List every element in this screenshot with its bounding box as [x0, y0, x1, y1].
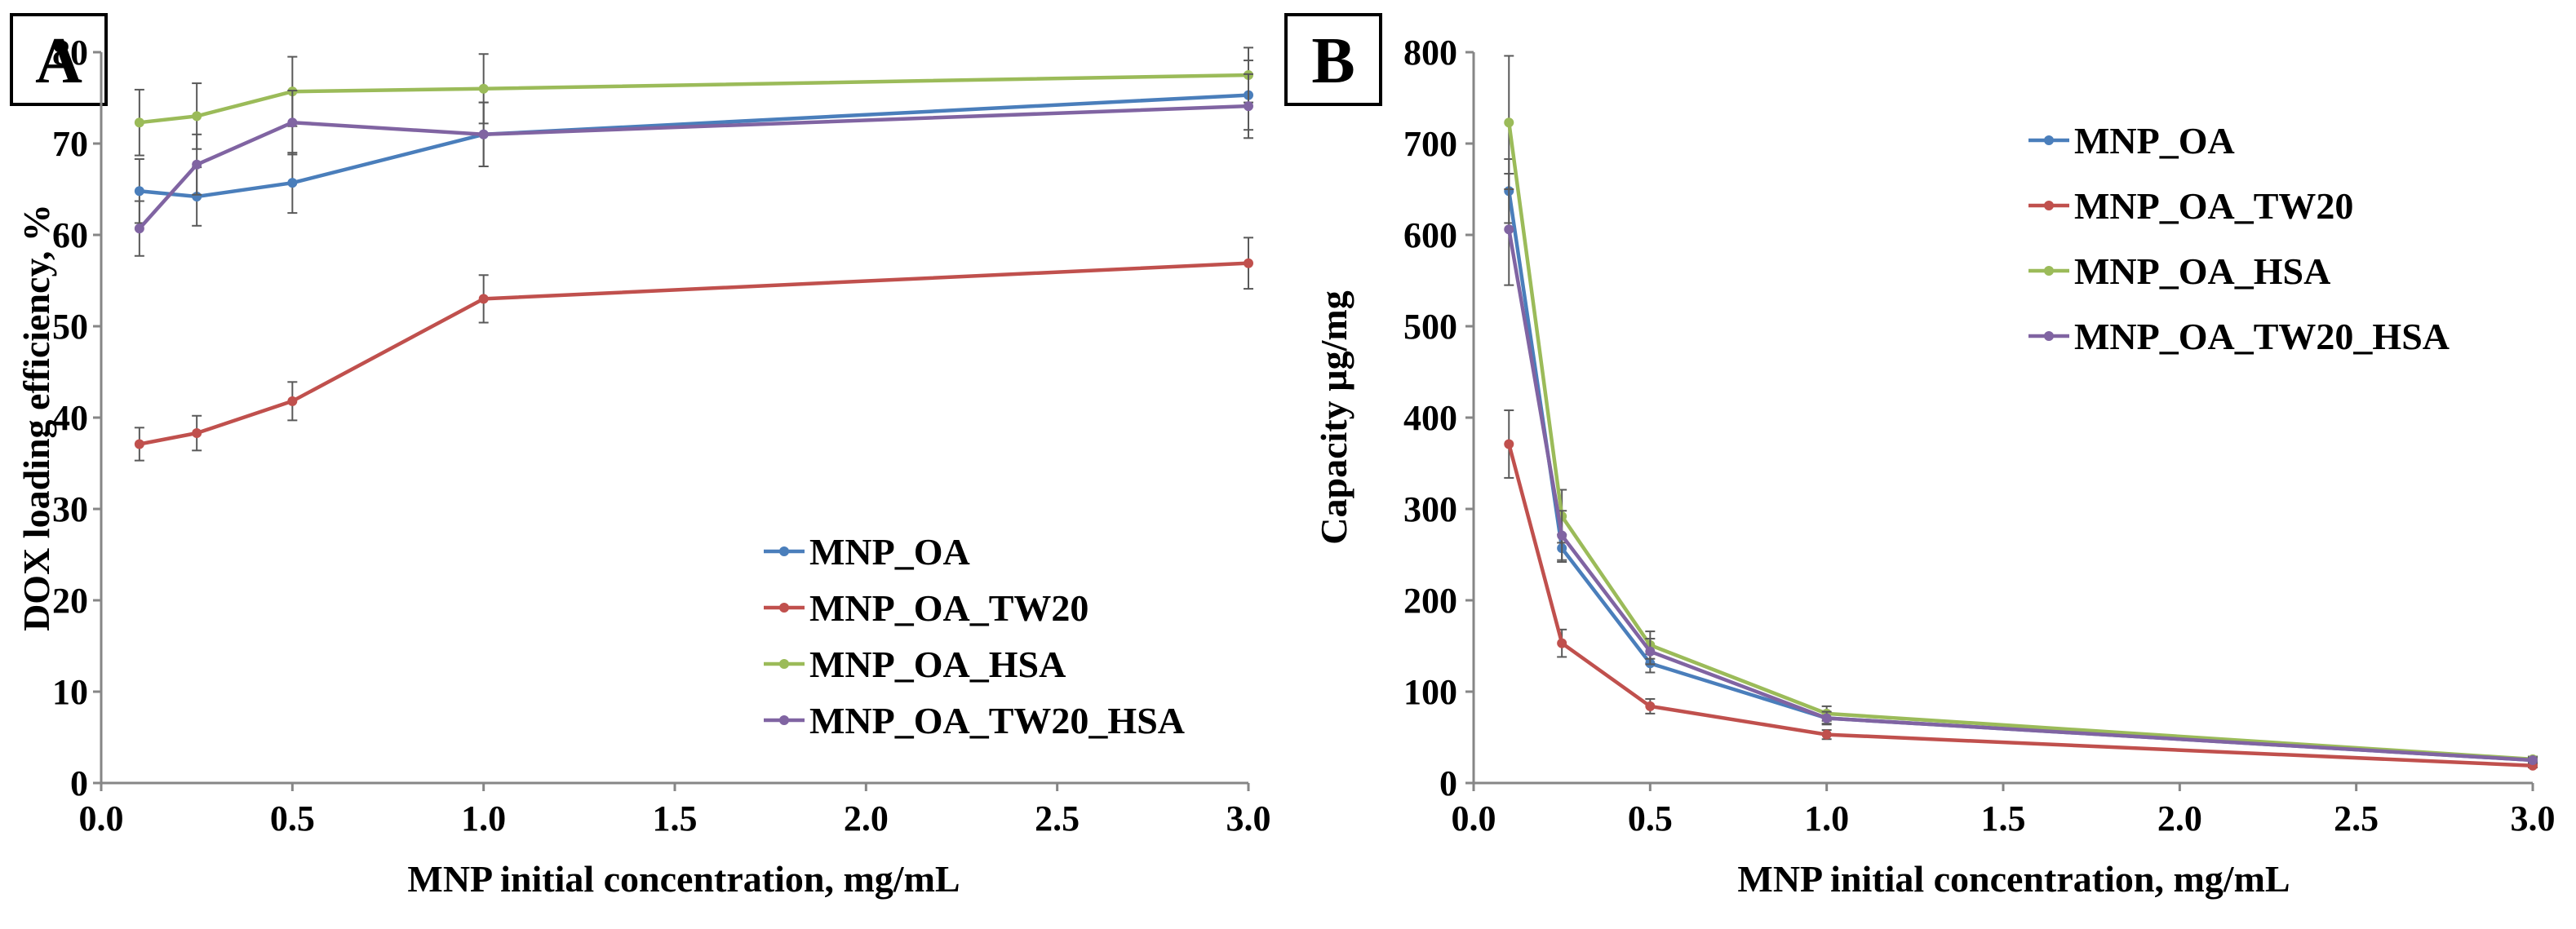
data-point [287, 178, 298, 188]
x-tick-label: 2.5 [1035, 798, 1080, 838]
y-tick-label: 20 [52, 581, 88, 621]
series-mnp-oa-tw20 [1504, 409, 2538, 771]
y-tick-label: 200 [1403, 581, 1457, 621]
x-tick-label: 1.0 [461, 798, 506, 838]
data-point [192, 428, 202, 439]
data-point [1504, 224, 1514, 235]
panel-letter: A [35, 25, 82, 97]
series-mnp-oa-tw20-hsa [1504, 172, 2538, 765]
x-tick-label: 2.0 [844, 798, 889, 838]
y-axis-title: DOX loading efficiency, % [16, 204, 57, 631]
series-line [139, 73, 1249, 125]
data-point [1821, 713, 1832, 723]
y-tick-label: 500 [1403, 307, 1457, 347]
x-tick-label: 1.5 [1981, 798, 2026, 838]
series-line [139, 261, 1249, 446]
x-tick-label: 2.0 [2157, 798, 2202, 838]
legend-swatch-marker [2044, 135, 2054, 145]
y-tick-label: 600 [1403, 215, 1457, 255]
y-tick-label: 400 [1403, 398, 1457, 438]
legend-swatch-marker [2044, 331, 2054, 341]
series-line [139, 93, 1249, 199]
chart-panel-b: B 0 100 200 300 400 500 600 700 800 0.0 0.5 1.0 1.5 2.… [1284, 13, 2556, 900]
data-point [134, 186, 144, 197]
series-mnp-oa-hsa [1504, 55, 2538, 764]
data-point [478, 294, 489, 304]
legend-swatch-marker [779, 603, 789, 613]
y-tick-label: 30 [52, 489, 88, 529]
x-tick-label: 3.0 [1226, 798, 1271, 838]
data-point [134, 117, 144, 128]
x-tick-label: 3.0 [2511, 798, 2556, 838]
series-line [1507, 190, 2534, 763]
series-line [1507, 122, 2534, 762]
data-point [1244, 101, 1253, 112]
legend-swatch-marker [779, 715, 789, 725]
y-tick-label: 0 [1439, 763, 1457, 803]
legend-label: MNP_OA_HSA [2074, 250, 2330, 292]
data-point [1504, 439, 1514, 449]
data-point [1557, 638, 1567, 648]
data-point [1504, 117, 1514, 128]
data-point [134, 439, 144, 449]
legend-label: MNP_OA_TW20_HSA [2074, 316, 2450, 357]
y-tick-label: 800 [1403, 33, 1457, 73]
x-tick-label: 1.5 [653, 798, 698, 838]
y-tick-label: 700 [1403, 124, 1457, 164]
data-point [1645, 646, 1656, 657]
series-line [1507, 443, 2534, 768]
y-tick-label: 10 [52, 672, 88, 712]
x-axis-title: MNP initial concentration, mg/mL [407, 858, 960, 900]
series-line [1507, 228, 2534, 763]
x-tick-label: 0.0 [1452, 798, 1496, 838]
series-mnp-oa-tw20 [134, 237, 1253, 462]
data-point [1557, 530, 1567, 541]
panel-letter: B [1311, 25, 1355, 97]
data-point [1821, 729, 1832, 740]
data-point [478, 129, 489, 139]
data-point [134, 223, 144, 234]
x-tick-label: 2.5 [2334, 798, 2379, 838]
series-mnp-oa-tw20-hsa [134, 73, 1253, 257]
legend-label: MNP_OA_TW20 [2074, 185, 2353, 227]
x-tick-label: 0.5 [270, 798, 315, 838]
legend-swatch-marker [779, 546, 789, 556]
y-tick-label: 50 [52, 307, 88, 347]
y-tick-label: 60 [52, 215, 88, 255]
x-axis-title: MNP initial concentration, mg/mL [1737, 858, 2290, 900]
data-point [287, 396, 298, 406]
data-point [478, 83, 489, 94]
y-tick-label: 70 [52, 124, 88, 164]
data-point [1244, 258, 1253, 268]
legend-label: MNP_OA [2074, 120, 2235, 161]
legend-swatch-marker [779, 659, 789, 669]
panel-letter-box [1284, 13, 1382, 106]
data-point [192, 159, 202, 170]
x-tick-label: 1.0 [1804, 798, 1849, 838]
legend-label: MNP_OA_TW20_HSA [809, 700, 1185, 741]
panel-letter-box [10, 13, 108, 106]
series-mnp-oa [1504, 158, 2538, 765]
legend-swatch-marker [2044, 201, 2054, 210]
y-axis-title: Capacity µg/mg [1313, 290, 1355, 544]
legend-label: MNP_OA_TW20 [809, 587, 1088, 629]
data-point [192, 111, 202, 122]
data-point [1645, 701, 1656, 711]
y-tick-label: 0 [70, 763, 88, 803]
y-tick-label: 100 [1403, 672, 1457, 712]
chart-panel-a: A 0 10 20 30 40 50 60 70 80 0.0 0.5 1.0 1.5 2.0 2.5 3.0 M… [10, 13, 1271, 900]
x-tick-label: 0.0 [79, 798, 124, 838]
y-tick-label: 300 [1403, 489, 1457, 529]
data-point [2528, 755, 2538, 765]
series-mnp-oa-hsa [134, 46, 1253, 157]
legend-swatch-marker [2044, 266, 2054, 276]
legend-label: MNP_OA_HSA [809, 644, 1066, 685]
data-point [287, 117, 298, 128]
x-tick-label: 0.5 [1628, 798, 1673, 838]
y-tick-label: 40 [52, 398, 88, 438]
legend-label: MNP_OA [809, 531, 970, 573]
y-tick-label: 80 [52, 33, 88, 73]
